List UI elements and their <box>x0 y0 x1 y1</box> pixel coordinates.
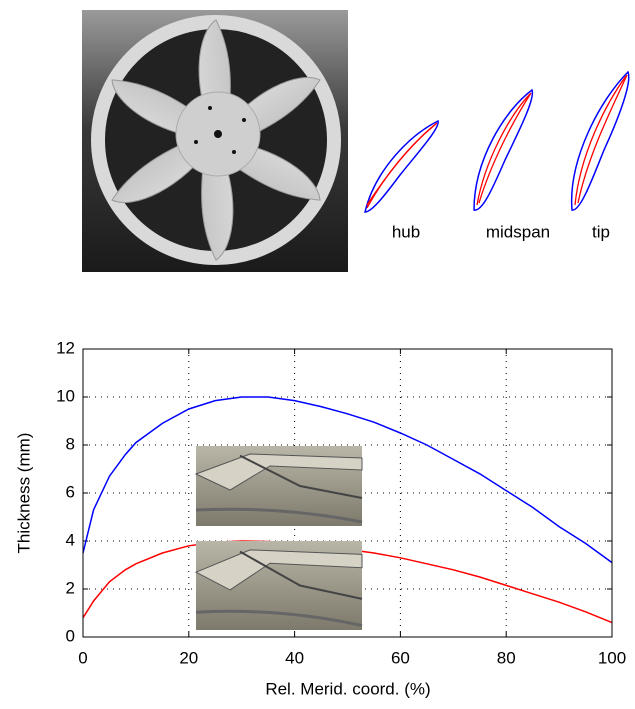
x-tick-label: 20 <box>179 648 198 667</box>
airfoil-label: hub <box>392 222 420 241</box>
inset-vane <box>194 549 363 591</box>
inset-photo <box>194 446 363 526</box>
x-tick-label: 80 <box>497 648 516 667</box>
inset-vane <box>239 550 363 600</box>
y-tick-label: 12 <box>56 338 75 357</box>
x-tick-label: 60 <box>391 648 410 667</box>
plot: 0 20 40 60 80 100 0 2 4 6 8 10 12 <box>56 338 626 667</box>
x-tick-label: 0 <box>78 648 87 667</box>
y-tick-label: 4 <box>66 530 75 549</box>
data-line <box>82 396 613 564</box>
airfoils <box>364 70 630 213</box>
airfoil-label: midspan <box>486 222 550 241</box>
inset-rim <box>195 609 363 628</box>
inset-vane <box>239 454 363 499</box>
y-tick-label: 0 <box>66 626 75 645</box>
plot-frame <box>82 348 613 638</box>
x-tick-label: 40 <box>285 648 304 667</box>
fan-photo <box>82 10 348 272</box>
inset-photo <box>194 541 363 630</box>
y-tick-label: 10 <box>56 386 75 405</box>
x-tick-label: 100 <box>598 648 626 667</box>
inset-rim <box>195 507 363 524</box>
inset-vane <box>194 453 363 491</box>
y-axis-label: Thickness (mm) <box>14 433 33 554</box>
y-tick-label: 8 <box>66 434 75 453</box>
x-axis-label: Rel. Merid. coord. (%) <box>265 679 430 698</box>
y-tick-label: 6 <box>66 482 75 501</box>
y-tick-label: 2 <box>66 578 75 597</box>
airfoil-label: tip <box>592 222 610 241</box>
